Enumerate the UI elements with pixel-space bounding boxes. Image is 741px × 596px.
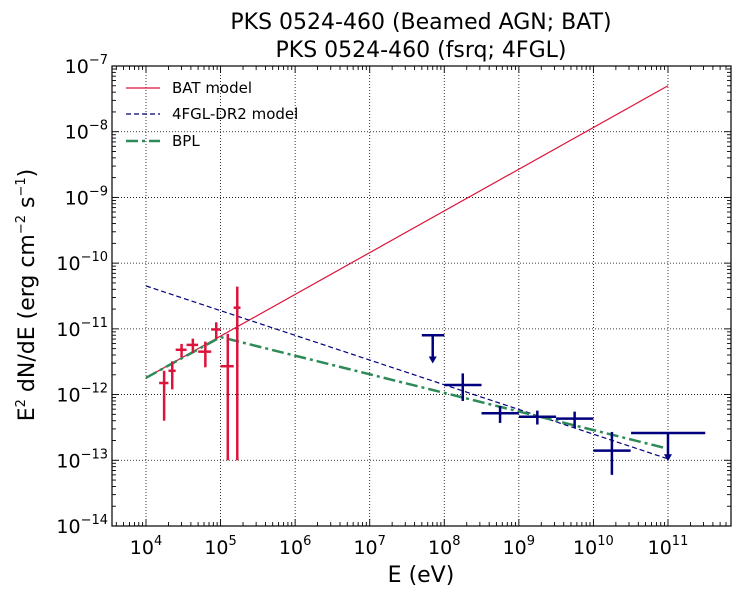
bat-data-point bbox=[233, 286, 241, 461]
axes-box bbox=[111, 65, 732, 527]
y-tick-label: 10−7 bbox=[65, 53, 108, 78]
y-tick-label: 10−14 bbox=[56, 513, 108, 538]
x-tick-label: 107 bbox=[353, 534, 385, 559]
4fgl-data-point bbox=[444, 373, 482, 401]
model-line-bat-model bbox=[145, 85, 669, 379]
x-tick-label: 106 bbox=[279, 534, 311, 559]
bat-data-point bbox=[186, 338, 199, 353]
axes-frame bbox=[111, 65, 732, 527]
legend-label-4fgl-model: 4FGL-DR2 model bbox=[172, 105, 298, 123]
x-tick-label: 108 bbox=[428, 534, 460, 559]
tick-labels: 104 105 106 107 108 109 1010 1011 10−14 10−13 10−1… bbox=[56, 53, 688, 559]
4fgl-upper-limit-arrow bbox=[663, 454, 672, 462]
model-line-bpl bbox=[145, 335, 669, 450]
bat-data-point bbox=[175, 343, 187, 358]
y-tick-label: 10−11 bbox=[56, 316, 108, 341]
plot-area bbox=[145, 85, 706, 475]
x-tick-label: 104 bbox=[130, 534, 162, 559]
y-tick-label: 10−9 bbox=[65, 184, 108, 209]
4fgl-upper-limit bbox=[421, 333, 445, 364]
legend: BAT model 4FGL-DR2 model BPL bbox=[126, 79, 298, 150]
4fgl-data-point bbox=[481, 406, 519, 423]
bat-data-point bbox=[220, 333, 234, 461]
x-tick-label: 109 bbox=[503, 534, 535, 559]
legend-label-bat-model: BAT model bbox=[172, 79, 252, 97]
chart-subtitle: PKS 0524-460 (fsrq; 4FGL) bbox=[276, 38, 567, 63]
y-tick-label: 10−8 bbox=[65, 119, 108, 144]
y-tick-label: 10−13 bbox=[56, 447, 108, 472]
4fgl-data-point bbox=[593, 431, 631, 475]
bat-data-point bbox=[211, 322, 221, 340]
x-axis-label: E (eV) bbox=[388, 563, 455, 588]
model-line-4fgl-dr2-model bbox=[145, 285, 669, 460]
chart-title: PKS 0524-460 (Beamed AGN; BAT) bbox=[230, 10, 611, 35]
bat-data-point bbox=[168, 361, 176, 390]
x-tick-label: 1010 bbox=[573, 534, 614, 559]
y-axis-label: E2 dN/dE (erg cm−2 s−1) bbox=[14, 169, 40, 422]
4fgl-upper-limit-arrow bbox=[428, 356, 437, 364]
x-tick-label: 105 bbox=[204, 534, 236, 559]
x-tick-label: 1011 bbox=[648, 534, 689, 559]
bat-data-point bbox=[198, 341, 212, 368]
y-tick-label: 10−12 bbox=[56, 382, 108, 407]
legend-label-bpl: BPL bbox=[172, 132, 200, 150]
4fgl-upper-limit bbox=[631, 431, 706, 462]
4fgl-data-point bbox=[518, 410, 557, 425]
y-tick-label: 10−10 bbox=[56, 250, 108, 275]
4fgl-data-point bbox=[556, 411, 594, 428]
bat-data-point bbox=[159, 370, 169, 421]
grid bbox=[112, 66, 731, 526]
